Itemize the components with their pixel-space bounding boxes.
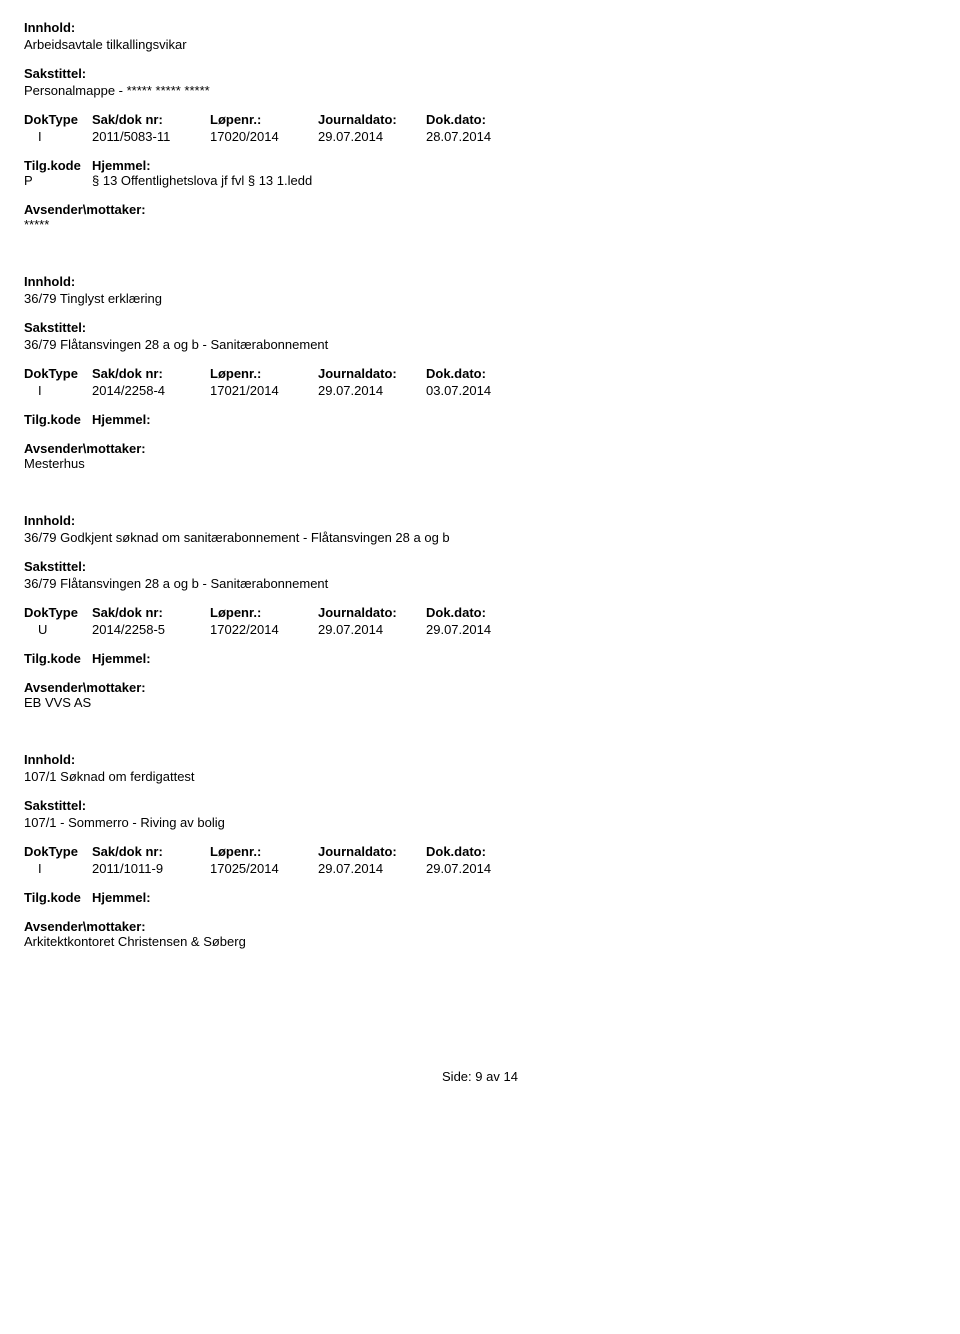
value-dokdato: 03.07.2014	[426, 383, 534, 398]
header-journaldato: Journaldato:	[318, 112, 426, 127]
table-header: DokType Sak/dok nr: Løpenr.: Journaldato…	[24, 605, 936, 620]
record: Innhold: 36/79 Godkjent søknad om sanitæ…	[24, 513, 936, 710]
record: Innhold: 36/79 Tinglyst erklæring Saksti…	[24, 274, 936, 471]
innhold-label: Innhold:	[24, 20, 936, 35]
tilgkode-label: Tilg.kode	[24, 651, 92, 666]
innhold-label: Innhold:	[24, 752, 936, 767]
page-footer: Side: 9 av 14	[24, 1069, 936, 1084]
sakstittel-label: Sakstittel:	[24, 559, 936, 574]
sakstittel-label: Sakstittel:	[24, 798, 936, 813]
avsender-label: Avsender\mottaker:	[24, 202, 936, 217]
value-lopen: 17020/2014	[210, 129, 318, 144]
header-doktype: DokType	[24, 366, 92, 381]
header-journaldato: Journaldato:	[318, 605, 426, 620]
sakstittel-value: 36/79 Flåtansvingen 28 a og b - Sanitæra…	[24, 576, 936, 591]
tilg-hjemmel-row: Tilg.kode Hjemmel:	[24, 158, 936, 173]
header-dokdato: Dok.dato:	[426, 366, 534, 381]
value-dokdato: 29.07.2014	[426, 622, 534, 637]
innhold-value: Arbeidsavtale tilkallingsvikar	[24, 37, 936, 52]
record: Innhold: 107/1 Søknad om ferdigattest Sa…	[24, 752, 936, 949]
header-doktype: DokType	[24, 605, 92, 620]
header-dokdato: Dok.dato:	[426, 844, 534, 859]
footer-total: 14	[504, 1069, 518, 1084]
avsender-label: Avsender\mottaker:	[24, 441, 936, 456]
table-row: U 2014/2258-5 17022/2014 29.07.2014 29.0…	[24, 622, 936, 637]
sakstittel-value: 107/1 - Sommerro - Riving av bolig	[24, 815, 936, 830]
record: Innhold: Arbeidsavtale tilkallingsvikar …	[24, 20, 936, 232]
sakstittel-value: Personalmappe - ***** ***** *****	[24, 83, 936, 98]
header-lopen: Løpenr.:	[210, 844, 318, 859]
value-doktype: I	[24, 129, 92, 144]
table-header: DokType Sak/dok nr: Løpenr.: Journaldato…	[24, 112, 936, 127]
table-header: DokType Sak/dok nr: Løpenr.: Journaldato…	[24, 366, 936, 381]
header-dokdato: Dok.dato:	[426, 112, 534, 127]
innhold-value: 36/79 Godkjent søknad om sanitærabonneme…	[24, 530, 936, 545]
header-journaldato: Journaldato:	[318, 844, 426, 859]
avsender-value: EB VVS AS	[24, 695, 936, 710]
tilgkode-value: P	[24, 173, 92, 188]
value-lopen: 17021/2014	[210, 383, 318, 398]
innhold-label: Innhold:	[24, 513, 936, 528]
sakstittel-value: 36/79 Flåtansvingen 28 a og b - Sanitæra…	[24, 337, 936, 352]
header-lopen: Løpenr.:	[210, 605, 318, 620]
footer-sep: av	[486, 1069, 500, 1084]
hjemmel-label: Hjemmel:	[92, 651, 151, 666]
header-journaldato: Journaldato:	[318, 366, 426, 381]
value-journaldato: 29.07.2014	[318, 129, 426, 144]
value-doktype: I	[24, 861, 92, 876]
value-lopen: 17025/2014	[210, 861, 318, 876]
avsender-value: Arkitektkontoret Christensen & Søberg	[24, 934, 936, 949]
value-saknr: 2014/2258-4	[92, 383, 210, 398]
value-lopen: 17022/2014	[210, 622, 318, 637]
footer-prefix: Side:	[442, 1069, 472, 1084]
header-doktype: DokType	[24, 112, 92, 127]
tilgkode-label: Tilg.kode	[24, 158, 92, 173]
avsender-label: Avsender\mottaker:	[24, 919, 936, 934]
value-saknr: 2011/5083-11	[92, 129, 210, 144]
avsender-label: Avsender\mottaker:	[24, 680, 936, 695]
table-row: I 2011/1011-9 17025/2014 29.07.2014 29.0…	[24, 861, 936, 876]
table-header: DokType Sak/dok nr: Løpenr.: Journaldato…	[24, 844, 936, 859]
header-saknr: Sak/dok nr:	[92, 366, 210, 381]
hjemmel-label: Hjemmel:	[92, 890, 151, 905]
innhold-label: Innhold:	[24, 274, 936, 289]
header-lopen: Løpenr.:	[210, 366, 318, 381]
footer-current: 9	[475, 1069, 482, 1084]
avsender-value: Mesterhus	[24, 456, 936, 471]
value-journaldato: 29.07.2014	[318, 861, 426, 876]
value-doktype: I	[24, 383, 92, 398]
table-row: I 2011/5083-11 17020/2014 29.07.2014 28.…	[24, 129, 936, 144]
innhold-value: 107/1 Søknad om ferdigattest	[24, 769, 936, 784]
header-saknr: Sak/dok nr:	[92, 112, 210, 127]
value-saknr: 2011/1011-9	[92, 861, 210, 876]
value-journaldato: 29.07.2014	[318, 383, 426, 398]
value-dokdato: 29.07.2014	[426, 861, 534, 876]
value-doktype: U	[24, 622, 92, 637]
header-dokdato: Dok.dato:	[426, 605, 534, 620]
tilgkode-label: Tilg.kode	[24, 890, 92, 905]
avsender-value: *****	[24, 217, 936, 232]
header-lopen: Løpenr.:	[210, 112, 318, 127]
header-saknr: Sak/dok nr:	[92, 605, 210, 620]
sakstittel-label: Sakstittel:	[24, 320, 936, 335]
tilgkode-label: Tilg.kode	[24, 412, 92, 427]
value-dokdato: 28.07.2014	[426, 129, 534, 144]
table-row: I 2014/2258-4 17021/2014 29.07.2014 03.0…	[24, 383, 936, 398]
tilg-hjemmel-row: Tilg.kode Hjemmel:	[24, 890, 936, 905]
hjemmel-label: Hjemmel:	[92, 412, 151, 427]
hjemmel-label: Hjemmel:	[92, 158, 151, 173]
value-journaldato: 29.07.2014	[318, 622, 426, 637]
header-saknr: Sak/dok nr:	[92, 844, 210, 859]
tilg-hjemmel-row: Tilg.kode Hjemmel:	[24, 651, 936, 666]
value-saknr: 2014/2258-5	[92, 622, 210, 637]
tilg-hjemmel-value: P § 13 Offentlighetslova jf fvl § 13 1.l…	[24, 173, 936, 188]
sakstittel-label: Sakstittel:	[24, 66, 936, 81]
innhold-value: 36/79 Tinglyst erklæring	[24, 291, 936, 306]
tilg-hjemmel-row: Tilg.kode Hjemmel:	[24, 412, 936, 427]
hjemmel-value: § 13 Offentlighetslova jf fvl § 13 1.led…	[92, 173, 312, 188]
header-doktype: DokType	[24, 844, 92, 859]
